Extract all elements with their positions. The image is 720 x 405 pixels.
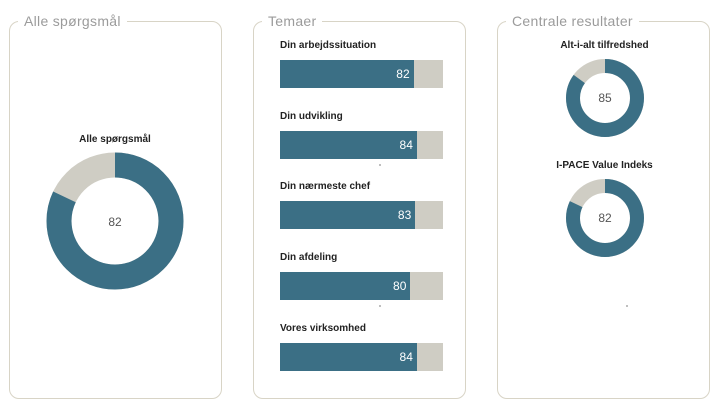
donut-title-value-index: I-PACE Value Indeks: [556, 160, 653, 171]
placeholder-dot: [379, 305, 381, 307]
donut-value-all-questions: 82: [108, 215, 122, 229]
theme-bar-fill: 82: [280, 60, 414, 88]
theme-bar-value: 80: [393, 279, 407, 293]
panel-title-themes: Temaer: [262, 12, 323, 30]
theme-bar-fill: 83: [280, 201, 416, 229]
panel-title-key-results: Centrale resultater: [506, 12, 639, 30]
theme-bar-fill: 84: [280, 343, 417, 371]
theme-bar-value: 82: [396, 67, 410, 81]
donut-value-value-index: 82: [598, 211, 612, 225]
panel-themes: Temaer Din arbejdssituation 82 Din udvik…: [253, 12, 466, 399]
theme-bar-value: 83: [397, 208, 412, 222]
theme-label-manager: Din nærmeste chef: [280, 181, 371, 192]
panel-key-results: Centrale resultater Alt-i-alt tilfredshe…: [497, 12, 710, 399]
theme-bar-fill: 80: [280, 272, 411, 300]
donut-chart-value-index[interactable]: [565, 178, 645, 258]
theme-bar-work-situation[interactable]: 82: [280, 60, 443, 88]
theme-bar-value: 84: [399, 350, 413, 364]
donut-value-overall-satisfaction: 85: [598, 91, 612, 105]
theme-bar-fill: 84: [280, 131, 417, 159]
theme-label-work-situation: Din arbejdssituation: [280, 40, 377, 51]
donut-title-overall-satisfaction: Alt-i-alt tilfredshed: [560, 40, 649, 51]
theme-label-department: Din afdeling: [280, 252, 338, 263]
donut-chart-all-questions[interactable]: [46, 152, 184, 290]
theme-bar-company[interactable]: 84: [280, 343, 443, 371]
theme-label-development: Din udvikling: [280, 111, 343, 122]
theme-bar-department[interactable]: 80: [280, 272, 443, 300]
donut-chart-overall-satisfaction[interactable]: [565, 58, 645, 138]
panel-title-all-questions: Alle spørgsmål: [18, 12, 127, 30]
donut-title-all-questions: Alle spørgsmål: [79, 134, 151, 145]
theme-label-company: Vores virksomhed: [280, 323, 366, 334]
placeholder-dot: [626, 305, 628, 307]
theme-bar-development[interactable]: 84: [280, 131, 443, 159]
panel-all-questions: Alle spørgsmål Alle spørgsmål 82: [9, 12, 222, 399]
placeholder-dot: [379, 164, 381, 166]
theme-bar-manager[interactable]: 83: [280, 201, 443, 229]
theme-bar-value: 84: [399, 138, 413, 152]
